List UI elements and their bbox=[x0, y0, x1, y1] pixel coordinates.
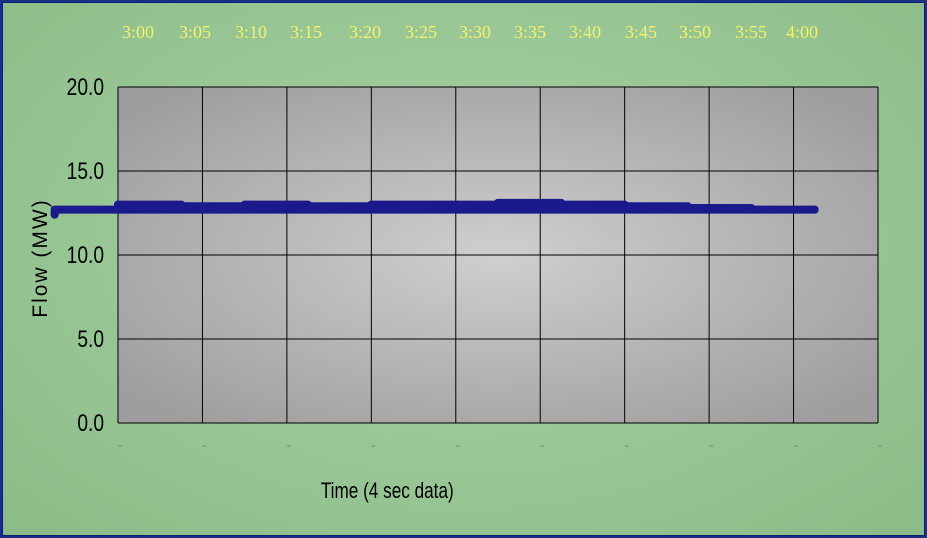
time-label: 3:55 bbox=[734, 22, 768, 42]
time-label: 3:20 bbox=[348, 22, 382, 42]
time-label: 3:50 bbox=[678, 22, 712, 42]
data-point bbox=[494, 198, 502, 207]
time-label: 4:00 bbox=[785, 22, 819, 42]
y-tick-label: 15.0 bbox=[67, 157, 104, 185]
time-label: 3:30 bbox=[458, 22, 492, 42]
data-point bbox=[114, 200, 122, 209]
time-label: 3:45 bbox=[624, 22, 658, 42]
time-label: 3:25 bbox=[404, 22, 438, 42]
time-label: 3:10 bbox=[234, 22, 268, 42]
y-tick-label: 5.0 bbox=[77, 325, 104, 353]
time-label: 3:05 bbox=[178, 22, 212, 42]
time-label: 3:15 bbox=[289, 22, 323, 42]
x-axis-title: Time (4 sec data) bbox=[320, 478, 454, 503]
data-point bbox=[304, 202, 312, 211]
time-label: 3:00 bbox=[121, 22, 155, 42]
data-point bbox=[177, 202, 186, 211]
time-label-strip: 3:00 3:05 3:10 3:15 3:20 3:25 3:30 3:35 … bbox=[118, 22, 838, 46]
data-point bbox=[620, 202, 629, 211]
data-point bbox=[367, 200, 376, 209]
time-label: 3:40 bbox=[568, 22, 602, 42]
data-point bbox=[50, 210, 59, 219]
y-tick-label: 10.0 bbox=[67, 241, 104, 269]
time-label: 3:35 bbox=[513, 22, 547, 42]
data-point bbox=[430, 200, 439, 209]
data-point bbox=[810, 205, 819, 214]
data-point bbox=[747, 205, 756, 214]
data-point bbox=[684, 203, 692, 212]
y-tick-label: 20.0 bbox=[67, 73, 104, 101]
flow-series bbox=[50, 198, 819, 219]
data-point bbox=[557, 200, 566, 209]
y-axis-ticks: 0.0 5.0 10.0 15.0 20.0 bbox=[67, 73, 104, 437]
data-point bbox=[240, 200, 249, 209]
y-tick-label: 0.0 bbox=[77, 409, 104, 437]
grid-lines bbox=[117, 86, 879, 424]
